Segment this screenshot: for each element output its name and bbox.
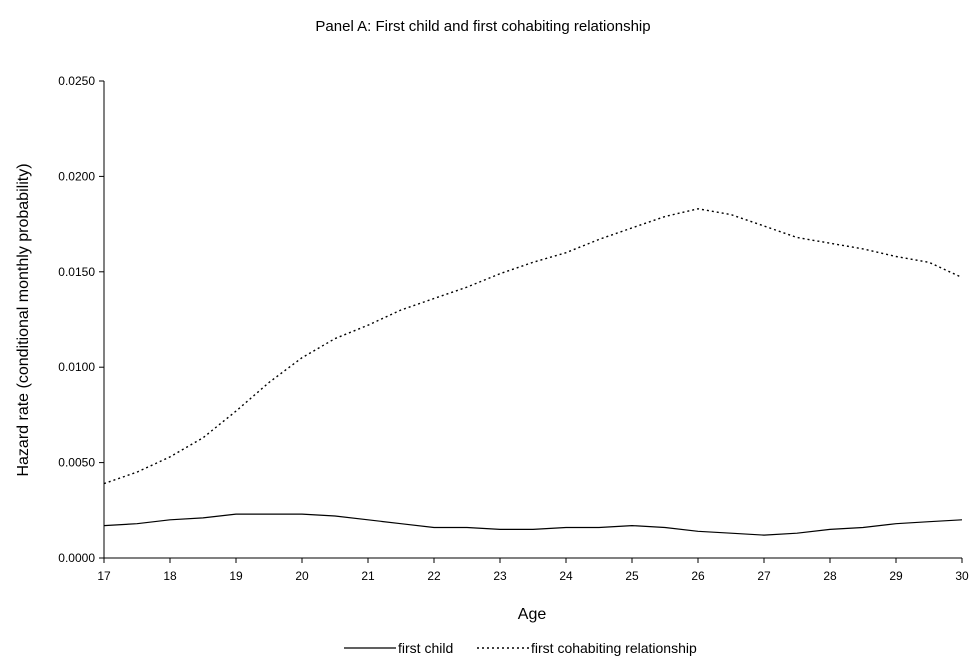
y-tick-label: 0.0000	[58, 551, 95, 565]
y-axis-title: Hazard rate (conditional monthly probabi…	[15, 163, 32, 476]
legend-label-first-cohabiting-relationship: first cohabiting relationship	[531, 640, 697, 656]
x-tick-label: 23	[493, 569, 507, 583]
series-line-first-child	[103, 513, 963, 536]
x-tick-label: 22	[427, 569, 441, 583]
x-tick-label: 24	[559, 569, 573, 583]
x-tick-label: 25	[625, 569, 639, 583]
x-tick-label: 27	[757, 569, 771, 583]
legend-label-first-child: first child	[398, 640, 453, 656]
x-tick-label: 29	[889, 569, 903, 583]
x-tick-label: 26	[691, 569, 705, 583]
x-tick-label: 20	[295, 569, 309, 583]
x-tick-label: 28	[823, 569, 837, 583]
x-tick-label: 30	[955, 569, 969, 583]
tick-labels: 0.0000 0.0050 0.0100 0.0150 0.0200 0.0250 17 18…	[58, 74, 969, 583]
x-tick-label: 21	[361, 569, 375, 583]
y-tick-label: 0.0150	[58, 265, 95, 279]
chart-title: Panel A: First child and first cohabitin…	[315, 18, 650, 35]
series-line-first-cohabiting-relationship	[103, 208, 963, 485]
y-tick-label: 0.0250	[58, 74, 95, 88]
axes	[99, 80, 963, 563]
legend: first child first cohabiting relationshi…	[344, 640, 697, 656]
y-tick-label: 0.0100	[58, 360, 95, 374]
x-axis-title: Age	[518, 606, 547, 623]
x-tick-label: 19	[229, 569, 243, 583]
x-tick-label: 18	[163, 569, 177, 583]
y-tick-label: 0.0050	[58, 456, 95, 470]
x-tick-label: 17	[97, 569, 111, 583]
y-tick-label: 0.0200	[58, 169, 95, 183]
series-lines	[103, 208, 963, 536]
